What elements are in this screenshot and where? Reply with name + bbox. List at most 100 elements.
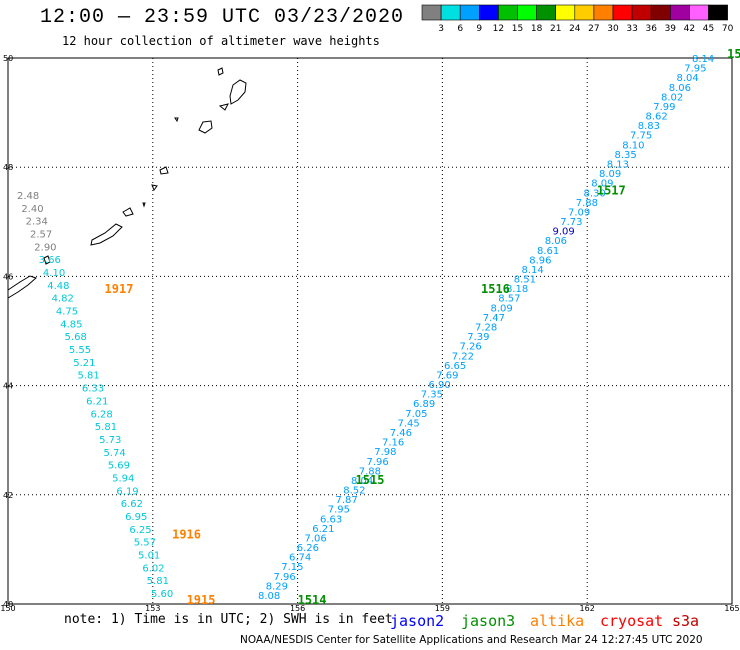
scale-tick-label: 24	[569, 24, 581, 34]
lon-tick-label: 153	[145, 604, 160, 612]
wave-height-label: 5.73	[99, 435, 121, 446]
wave-height-label: 2.40	[21, 204, 43, 215]
wave-height-label: 5.01	[138, 550, 160, 561]
map-panel: 150 153 156 159 162 165 50 48 46 44 42 40 2.48 2.40 2.…	[0, 47, 740, 612]
wave-height-label: 7.35	[421, 390, 443, 401]
wave-height-label: 7.73	[560, 217, 582, 228]
wave-height-label: 8.08	[258, 591, 280, 602]
wave-height-label: 8.57	[498, 294, 520, 305]
wave-height-label: 7.06	[305, 533, 327, 544]
lon-tick-label: 165	[724, 604, 739, 612]
wave-height-label: 8.14	[692, 54, 714, 65]
wave-height-label: 7.87	[336, 495, 358, 506]
wave-height-label: 8.13	[607, 159, 629, 170]
map-frame	[7, 57, 733, 605]
scale-tick-label: 70	[722, 24, 734, 34]
wave-height-label: 8.62	[646, 112, 668, 123]
lat-tick-label: 46	[3, 272, 13, 281]
coastline	[122, 207, 134, 217]
wave-height-label: 6.65	[444, 361, 466, 372]
chart-title: 12:00 — 23:59 UTC 03/23/2020	[40, 6, 405, 29]
wave-height-label: 5.94	[112, 473, 134, 484]
legend-jason2: jason2	[390, 612, 445, 630]
wave-height-label: 2.34	[26, 217, 48, 228]
wave-height-label: 8.14	[522, 265, 544, 276]
lat-tick-label: 48	[3, 163, 13, 172]
wave-height-label: 6.74	[289, 553, 311, 564]
wave-height-label: 6.21	[312, 524, 334, 535]
wave-height-label: 7.26	[460, 342, 482, 353]
wave-height-label: 8.35	[615, 150, 637, 161]
wave-height-label: 7.47	[483, 313, 505, 324]
scale-tick-label: 21	[550, 24, 561, 34]
wave-height-label: 5.74	[103, 448, 125, 459]
credit-line: NOAA/NESDIS Center for Satellite Applica…	[240, 634, 703, 646]
wave-height-label: 8.18	[506, 284, 528, 295]
wave-height-label: 7.95	[684, 64, 706, 75]
coastline	[43, 255, 51, 265]
scale-tick-label: 45	[703, 24, 714, 34]
track-id-label: 151	[727, 47, 740, 61]
coastline	[151, 184, 158, 192]
wave-height-label: 4.48	[47, 281, 69, 292]
lat-tick-label: 40	[3, 600, 13, 609]
wave-height-label: 7.28	[475, 323, 497, 334]
coastline	[217, 67, 224, 76]
coastline	[198, 120, 213, 134]
wave-height-label: 3.66	[39, 255, 61, 266]
wave-height-label: 7.46	[390, 428, 412, 439]
wave-height-label: 6.28	[90, 409, 112, 420]
track-id-label: 1515	[356, 473, 385, 487]
wave-height-label: 5.81	[147, 576, 169, 587]
wave-height-label: 5.69	[108, 461, 130, 472]
scale-swatch	[708, 4, 728, 21]
wave-height-label: 6.21	[86, 396, 108, 407]
scale-tick-label: 18	[531, 24, 543, 34]
wave-height-label: 7.15	[281, 562, 303, 573]
wave-height-label: 9.09	[553, 227, 575, 238]
wave-height-label: 7.16	[382, 438, 404, 449]
wave-height-label: 8.30	[584, 188, 606, 199]
scale-tick-label: 9	[476, 24, 482, 34]
wave-height-label: 8.02	[661, 92, 683, 103]
wave-height-label: 8.83	[638, 121, 660, 132]
wave-height-label: 5.81	[95, 422, 117, 433]
wave-height-label: 7.95	[328, 505, 350, 516]
wave-height-label: 8.52	[343, 486, 365, 497]
lat-tick-label: 42	[3, 491, 13, 500]
wave-height-label: 6.63	[320, 514, 342, 525]
wave-height-label: 6.25	[129, 525, 151, 536]
wave-height-label: 8.06	[545, 236, 567, 247]
wave-height-label: 4.85	[60, 319, 82, 330]
wave-height-label: 7.88	[576, 198, 598, 209]
wave-height-label: 6.19	[116, 486, 138, 497]
legend-jason3: jason3	[461, 612, 516, 630]
lon-tick-label: 159	[435, 604, 450, 612]
wave-height-label: 8.61	[537, 246, 559, 257]
wave-height-label: 5.81	[78, 371, 100, 382]
wave-height-label: 8.04	[351, 476, 373, 487]
wave-height-label: 7.09	[568, 207, 590, 218]
coastline	[174, 117, 179, 123]
wave-height-label: 8.09	[599, 169, 621, 180]
coastline	[218, 103, 229, 111]
track-id-label: 1514	[298, 593, 327, 607]
wave-height-label: 7.88	[359, 466, 381, 477]
coastline	[229, 79, 247, 105]
wave-height-label: 6.26	[297, 543, 319, 554]
wave-height-label: 4.10	[43, 268, 65, 279]
coastline	[159, 166, 169, 175]
coastline	[7, 275, 37, 299]
coastline	[142, 202, 146, 208]
scale-tick-label: 39	[665, 24, 677, 34]
wave-height-label: 8.09	[591, 179, 613, 190]
wave-height-label: 5.21	[73, 358, 95, 369]
wave-height-label: 8.10	[622, 140, 644, 151]
scale-tick-label: 27	[588, 24, 599, 34]
track-id-label: 1516	[481, 282, 510, 296]
lat-tick-label: 50	[3, 54, 13, 63]
wave-height-label: 5.57	[134, 538, 156, 549]
wave-height-label: 6.90	[429, 380, 451, 391]
wave-height-label: 8.96	[529, 255, 551, 266]
